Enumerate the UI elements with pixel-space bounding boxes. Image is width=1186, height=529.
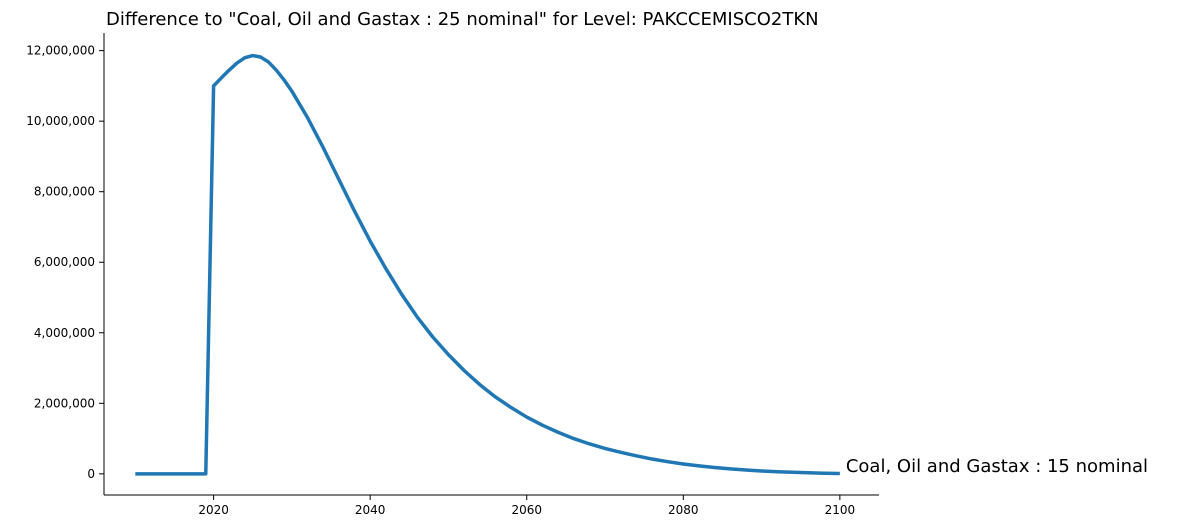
x-tick-label: 2060 [511, 503, 542, 517]
x-tick-label: 2040 [355, 503, 386, 517]
axes: 2020 2040 2060 2080 2100 0 2,000,000 4,000,000 6… [26, 33, 879, 517]
x-tick-label: 2100 [825, 503, 856, 517]
y-tick-label: 2,000,000 [34, 396, 95, 410]
x-tick-label: 2020 [198, 503, 229, 517]
series-line [135, 53, 840, 476]
y-tick-label: 8,000,000 [34, 185, 95, 199]
chart-title: Difference to "Coal, Oil and Gastax : 25… [106, 9, 819, 30]
y-tick-label: 10,000,000 [26, 114, 95, 128]
y-tick-label: 12,000,000 [26, 44, 95, 58]
y-tick-label: 4,000,000 [34, 326, 95, 340]
series-end-label: Coal, Oil and Gastax : 15 nominal [846, 456, 1148, 477]
plot-area [135, 53, 840, 476]
y-tick-label: 6,000,000 [34, 255, 95, 269]
y-tick-label: 0 [87, 467, 95, 481]
x-tick-label: 2080 [668, 503, 699, 517]
series-labels: Coal, Oil and Gastax : 15 nominal [846, 456, 1148, 477]
